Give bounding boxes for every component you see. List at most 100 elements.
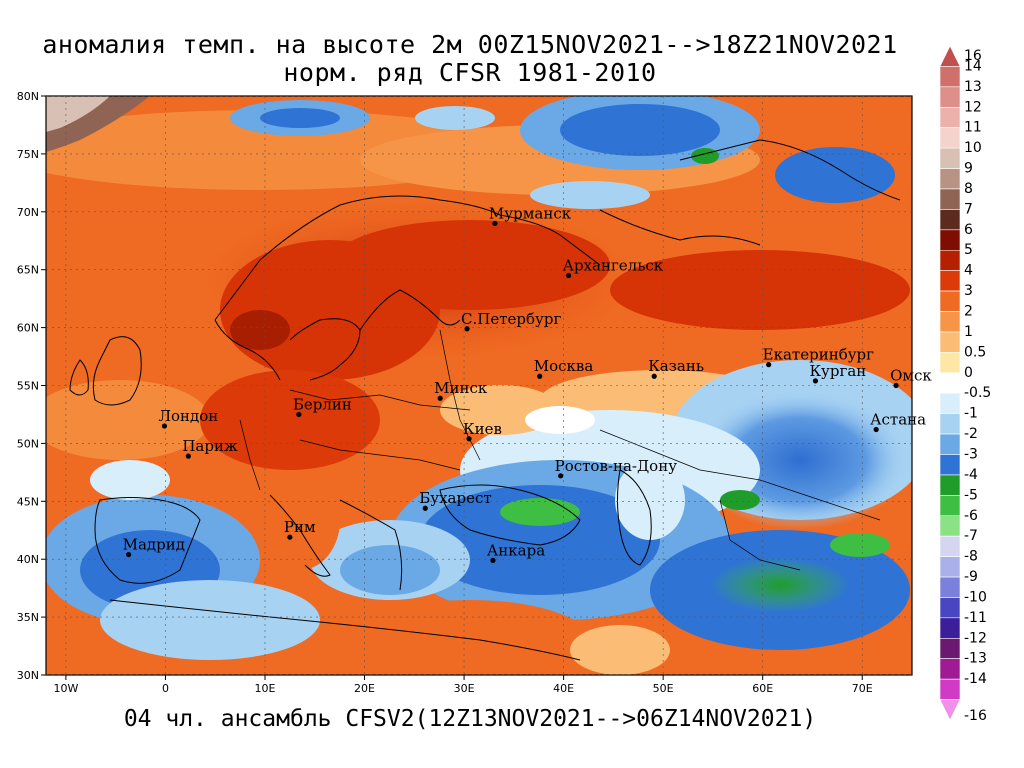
legend-swatch <box>939 617 961 639</box>
lat-tick-label: 75N <box>17 148 39 161</box>
city-dot <box>287 534 293 540</box>
city-label: Анкара <box>487 541 545 559</box>
lat-tick-label: 35N <box>17 611 39 624</box>
lon-tick-label: 30E <box>454 682 475 695</box>
legend-label: 0 <box>964 365 973 381</box>
legend-swatch <box>939 392 961 414</box>
lat-tick-label: 45N <box>17 495 39 508</box>
legend-swatch <box>939 433 961 455</box>
legend-label: 2 <box>964 304 973 320</box>
city-dot <box>558 473 564 479</box>
city-label: Москва <box>534 357 594 375</box>
city-label: Ростов-на-Дону <box>555 457 678 475</box>
city-label: Киев <box>463 420 502 438</box>
legend-swatch <box>939 699 961 721</box>
legend-label: 10 <box>964 140 982 156</box>
legend-swatch <box>939 413 961 435</box>
legend-swatch <box>939 45 961 67</box>
legend-label: -9 <box>964 569 978 585</box>
legend-swatch <box>939 86 961 108</box>
lat-tick-label: 55N <box>17 380 39 393</box>
city-dot <box>490 557 496 563</box>
lat-tick-label: 30N <box>17 669 39 682</box>
lat-tick-label: 70N <box>17 206 39 219</box>
lon-tick-label: 20E <box>354 682 375 695</box>
graticule <box>46 96 912 675</box>
legend-swatch <box>939 678 961 700</box>
city-dot <box>161 423 168 429</box>
legend-label: 6 <box>964 222 973 238</box>
city-label: Мадрид <box>123 536 185 554</box>
lat-tick-label: 50N <box>17 437 39 450</box>
lat-tick-label: 40N <box>17 553 39 566</box>
city-label: Омск <box>890 367 932 385</box>
map-subtitle: норм. ряд CFSR 1981-2010 <box>283 58 657 87</box>
city-label: Лондон <box>158 407 218 425</box>
legend-swatch <box>939 188 961 210</box>
city-dot <box>464 326 470 332</box>
legend-label: 8 <box>964 181 973 197</box>
city-dot <box>126 551 132 558</box>
legend-label: 7 <box>964 201 973 217</box>
lat-tick-label: 65N <box>17 264 39 277</box>
legend-swatch <box>939 209 961 231</box>
city-label: Архангельск <box>563 256 664 274</box>
city-dot <box>651 373 657 379</box>
legend-label: -10 <box>964 589 987 605</box>
legend-swatch <box>939 127 961 149</box>
city-label: Рим <box>284 518 316 536</box>
legend-label: 9 <box>964 161 973 177</box>
legend-swatch <box>939 515 961 537</box>
city-dot <box>422 505 428 511</box>
legend-label: -14 <box>964 671 987 687</box>
city-label: Казань <box>648 357 704 375</box>
legend-label: -6 <box>964 508 978 524</box>
legend-swatch <box>939 352 961 374</box>
legend-swatch <box>939 106 961 128</box>
legend-swatch <box>939 556 961 578</box>
city-label: Бухарест <box>419 489 491 507</box>
legend-swatch <box>939 311 961 333</box>
legend-label: 1 <box>964 324 973 340</box>
legend-label: 14 <box>964 58 982 74</box>
axis-ticks: 10W 0 10E 20E 30E 40E 50E 60E 70E 30N 35N 40N 45N 50N… <box>17 90 873 695</box>
legend-swatch <box>939 249 961 271</box>
legend-swatch <box>939 597 961 619</box>
legend-label: 11 <box>964 120 982 136</box>
lon-tick-label: 60E <box>752 682 773 695</box>
city-dot <box>766 362 772 368</box>
legend-label: 4 <box>964 263 973 279</box>
city-dot <box>437 395 443 401</box>
lon-tick-label: 10E <box>255 682 276 695</box>
city-label: Екатеринбург <box>763 346 874 364</box>
city-label: Астана <box>870 411 926 429</box>
city-dot <box>893 382 899 389</box>
city-dot <box>565 272 572 279</box>
legend-swatch <box>939 331 961 353</box>
legend-label: 16 <box>964 48 982 64</box>
city-dot <box>873 426 879 433</box>
legend-swatch <box>939 229 961 251</box>
legend-swatch <box>939 372 961 394</box>
legend-label: -8 <box>964 549 978 565</box>
legend-label: -13 <box>964 651 987 667</box>
map-title: аномалия темп. на высоте 2м 00Z15NOV2021… <box>42 30 898 59</box>
city-dot <box>492 220 498 226</box>
legend-label: -2 <box>964 426 978 442</box>
legend-label: -16 <box>964 708 987 724</box>
city-dot <box>537 373 543 379</box>
legend-label: -11 <box>964 610 987 626</box>
legend-swatch <box>939 474 961 496</box>
legend-label: 5 <box>964 242 973 258</box>
legend-label: -5 <box>964 487 978 503</box>
legend-label: 0.5 <box>964 344 986 360</box>
legend-swatch <box>939 576 961 598</box>
legend-label: -4 <box>964 467 978 483</box>
legend-swatch <box>939 454 961 476</box>
legend-label: -1 <box>964 406 978 422</box>
legend-swatch <box>939 270 961 292</box>
city-dot <box>466 436 472 442</box>
legend-label: -12 <box>964 630 987 646</box>
city-label: Мурманск <box>489 204 572 222</box>
